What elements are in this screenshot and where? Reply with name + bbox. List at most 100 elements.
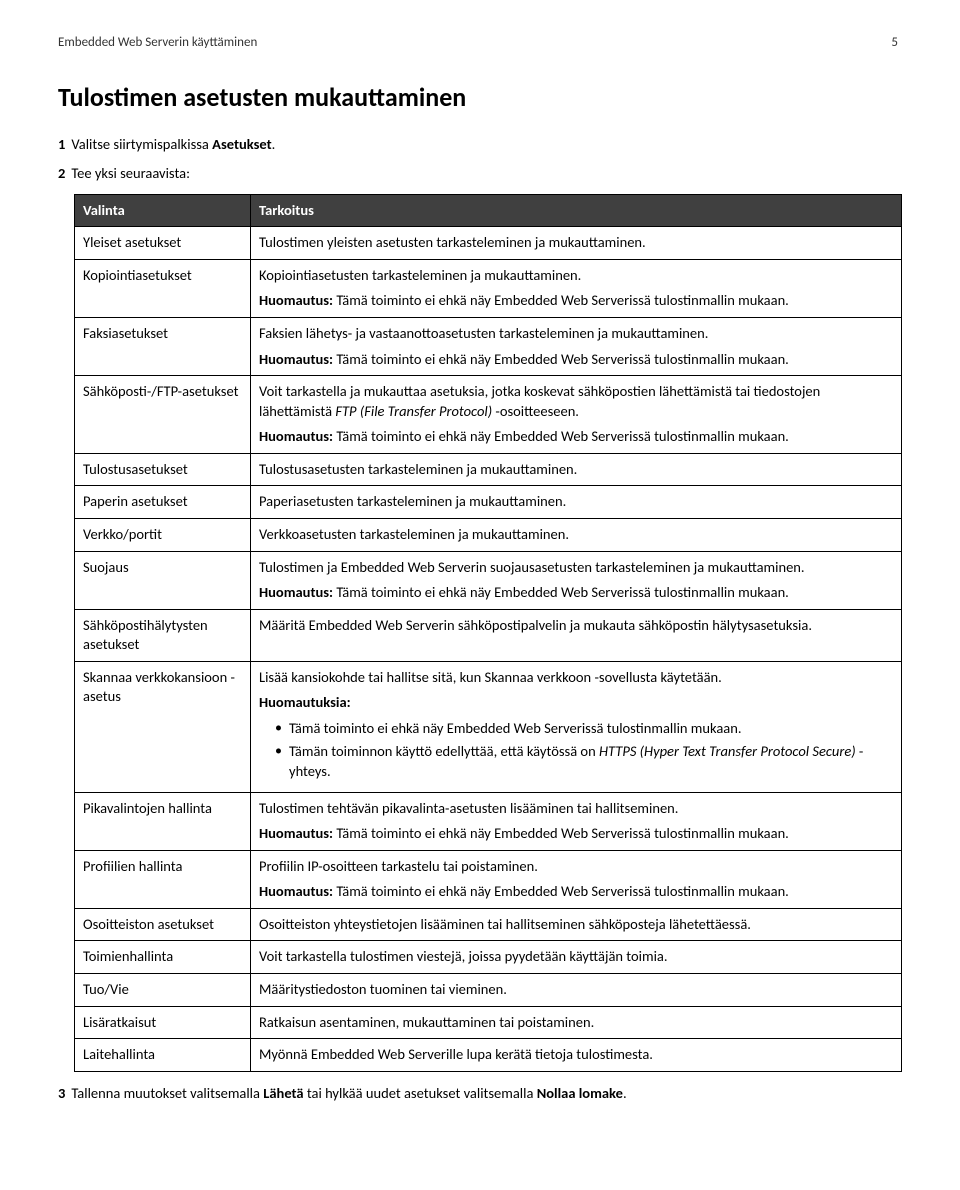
- header-title: Embedded Web Serverin käyttäminen: [58, 34, 257, 52]
- table-row: Laitehallinta Myönnä Embedded Web Server…: [75, 1039, 902, 1072]
- cell-text-italic: FTP (File Transfer Protocol): [335, 402, 492, 420]
- cell-text: Tulostimen tehtävän pikavalinta-asetuste…: [259, 799, 893, 819]
- note-text: Tämä toiminto ei ehkä näy Embedded Web S…: [333, 350, 789, 368]
- cell-text: Lisää kansiokohde tai hallitse sitä, kun…: [259, 668, 893, 688]
- notes-list-item: Tämän toiminnon käyttö edellyttää, että …: [275, 742, 893, 781]
- cell-option: Osoitteiston asetukset: [75, 908, 251, 941]
- step-3-pre: Tallenna muutokset valitsemalla: [71, 1084, 263, 1102]
- cell-note: Huomautus: Tämä toiminto ei ehkä näy Emb…: [259, 291, 893, 311]
- table-row: Skannaa verkkokansioon -asetus Lisää kan…: [75, 661, 902, 792]
- cell-note: Huomautus: Tämä toiminto ei ehkä näy Emb…: [259, 583, 893, 603]
- bullet-pre: Tämän toiminnon käyttö edellyttää, että …: [289, 742, 599, 760]
- cell-option: Sähköpostihälytysten asetukset: [75, 609, 251, 661]
- cell-option: Kopiointiasetukset: [75, 259, 251, 317]
- cell-option: Sähköposti-/FTP-asetukset: [75, 376, 251, 454]
- cell-purpose: Tulostimen ja Embedded Web Serverin suoj…: [251, 551, 902, 609]
- step-2-number: 2: [58, 164, 71, 182]
- table-row: Pikavalintojen hallinta Tulostimen tehtä…: [75, 792, 902, 850]
- table-row: Sähköposti-/FTP-asetukset Voit tarkastel…: [75, 376, 902, 454]
- cell-option: Toimienhallinta: [75, 941, 251, 974]
- table-row: Tuo/Vie Määritystiedoston tuominen tai v…: [75, 973, 902, 1006]
- page-number: 5: [891, 34, 902, 52]
- cell-text: Profiilin IP-osoitteen tarkastelu tai po…: [259, 857, 893, 877]
- table-row: Osoitteiston asetukset Osoitteiston yhte…: [75, 908, 902, 941]
- cell-purpose: Määritä Embedded Web Serverin sähköposti…: [251, 609, 902, 661]
- cell-note: Huomautus: Tämä toiminto ei ehkä näy Emb…: [259, 350, 893, 370]
- cell-option: Tuo/Vie: [75, 973, 251, 1006]
- cell-purpose: Tulostimen yleisten asetusten tarkastele…: [251, 227, 902, 260]
- cell-text: Määritystiedoston tuominen tai vieminen.: [259, 980, 893, 1000]
- cell-option: Yleiset asetukset: [75, 227, 251, 260]
- cell-text: Verkkoasetusten tarkasteleminen ja mukau…: [259, 525, 893, 545]
- cell-text: Tulostusasetusten tarkasteleminen ja muk…: [259, 460, 893, 480]
- note-label: Huomautus:: [259, 882, 333, 900]
- table-row: Lisäratkaisut Ratkaisun asentaminen, muk…: [75, 1006, 902, 1039]
- note-label: Huomautus:: [259, 350, 333, 368]
- cell-text: Tulostimen ja Embedded Web Serverin suoj…: [259, 558, 893, 578]
- notes-label-text: Huomautuksia:: [259, 693, 351, 711]
- settings-table: Valinta Tarkoitus Yleiset asetukset Tulo…: [74, 194, 902, 1072]
- cell-purpose: Voit tarkastella tulostimen viestejä, jo…: [251, 941, 902, 974]
- step-3-post: .: [623, 1084, 627, 1102]
- cell-option: Profiilien hallinta: [75, 850, 251, 908]
- step-3-bold-2: Nollaa lomake: [537, 1084, 623, 1102]
- step-2-text: Tee yksi seuraavista:: [71, 164, 190, 182]
- cell-text: Voit tarkastella tulostimen viestejä, jo…: [259, 947, 893, 967]
- cell-text: Myönnä Embedded Web Serverille lupa kerä…: [259, 1045, 893, 1065]
- cell-option: Faksiasetukset: [75, 318, 251, 376]
- note-text: Tämä toiminto ei ehkä näy Embedded Web S…: [333, 291, 789, 309]
- table-row: Yleiset asetukset Tulostimen yleisten as…: [75, 227, 902, 260]
- table-row: Tulostusasetukset Tulostusasetusten tark…: [75, 453, 902, 486]
- cell-purpose: Kopiointiasetusten tarkasteleminen ja mu…: [251, 259, 902, 317]
- cell-note: Huomautus: Tämä toiminto ei ehkä näy Emb…: [259, 882, 893, 902]
- cell-option: Lisäratkaisut: [75, 1006, 251, 1039]
- cell-purpose: Verkkoasetusten tarkasteleminen ja mukau…: [251, 518, 902, 551]
- table-row: Verkko/portit Verkkoasetusten tarkastele…: [75, 518, 902, 551]
- note-label: Huomautus:: [259, 427, 333, 445]
- cell-purpose: Määritystiedoston tuominen tai vieminen.: [251, 973, 902, 1006]
- cell-purpose: Ratkaisun asentaminen, mukauttaminen tai…: [251, 1006, 902, 1039]
- cell-text-post: -osoitteeseen.: [492, 402, 579, 420]
- note-text: Tämä toiminto ei ehkä näy Embedded Web S…: [333, 882, 789, 900]
- cell-text: Paperiasetusten tarkasteleminen ja mukau…: [259, 492, 893, 512]
- step-3-number: 3: [58, 1084, 71, 1102]
- cell-text: Tulostimen yleisten asetusten tarkastele…: [259, 233, 893, 253]
- cell-text: Osoitteiston yhteystietojen lisääminen t…: [259, 915, 893, 935]
- step-3-mid: tai hylkää uudet asetukset valitsemalla: [304, 1084, 537, 1102]
- table-header-purpose: Tarkoitus: [251, 194, 902, 227]
- step-1-text-pre: Valitse siirtymispalkissa: [71, 135, 212, 153]
- cell-option: Tulostusasetukset: [75, 453, 251, 486]
- cell-note: Huomautus: Tämä toiminto ei ehkä näy Emb…: [259, 427, 893, 447]
- step-3-bold-1: Lähetä: [263, 1084, 303, 1102]
- note-label: Huomautus:: [259, 291, 333, 309]
- step-1-text-post: .: [272, 135, 276, 153]
- cell-purpose: Tulostusasetusten tarkasteleminen ja muk…: [251, 453, 902, 486]
- notes-list: Tämä toiminto ei ehkä näy Embedded Web S…: [259, 719, 893, 782]
- cell-text: Kopiointiasetusten tarkasteleminen ja mu…: [259, 266, 893, 286]
- cell-text: Faksien lähetys- ja vastaanottoasetusten…: [259, 324, 893, 344]
- table-header-option: Valinta: [75, 194, 251, 227]
- cell-option: Suojaus: [75, 551, 251, 609]
- cell-purpose: Voit tarkastella ja mukauttaa asetuksia,…: [251, 376, 902, 454]
- cell-text: Määritä Embedded Web Serverin sähköposti…: [259, 616, 893, 636]
- table-row: Toimienhallinta Voit tarkastella tulosti…: [75, 941, 902, 974]
- cell-option: Paperin asetukset: [75, 486, 251, 519]
- step-3: 3Tallenna muutokset valitsemalla Lähetä …: [58, 1084, 902, 1104]
- cell-text: Ratkaisun asentaminen, mukauttaminen tai…: [259, 1013, 893, 1033]
- table-row: Suojaus Tulostimen ja Embedded Web Serve…: [75, 551, 902, 609]
- page-title: Tulostimen asetusten mukauttaminen: [58, 80, 902, 115]
- step-1-number: 1: [58, 135, 71, 153]
- cell-purpose: Lisää kansiokohde tai hallitse sitä, kun…: [251, 661, 902, 792]
- bullet-italic: HTTPS (Hyper Text Transfer Protocol Secu…: [599, 742, 856, 760]
- note-text: Tämä toiminto ei ehkä näy Embedded Web S…: [333, 824, 789, 842]
- cell-purpose: Paperiasetusten tarkasteleminen ja mukau…: [251, 486, 902, 519]
- cell-note: Huomautus: Tämä toiminto ei ehkä näy Emb…: [259, 824, 893, 844]
- note-label: Huomautus:: [259, 824, 333, 842]
- cell-option: Skannaa verkkokansioon -asetus: [75, 661, 251, 792]
- table-row: Profiilien hallinta Profiilin IP-osoitte…: [75, 850, 902, 908]
- table-row: Kopiointiasetukset Kopiointiasetusten ta…: [75, 259, 902, 317]
- cell-option: Verkko/portit: [75, 518, 251, 551]
- note-label: Huomautus:: [259, 583, 333, 601]
- step-2: 2Tee yksi seuraavista:: [58, 164, 902, 184]
- table-header-row: Valinta Tarkoitus: [75, 194, 902, 227]
